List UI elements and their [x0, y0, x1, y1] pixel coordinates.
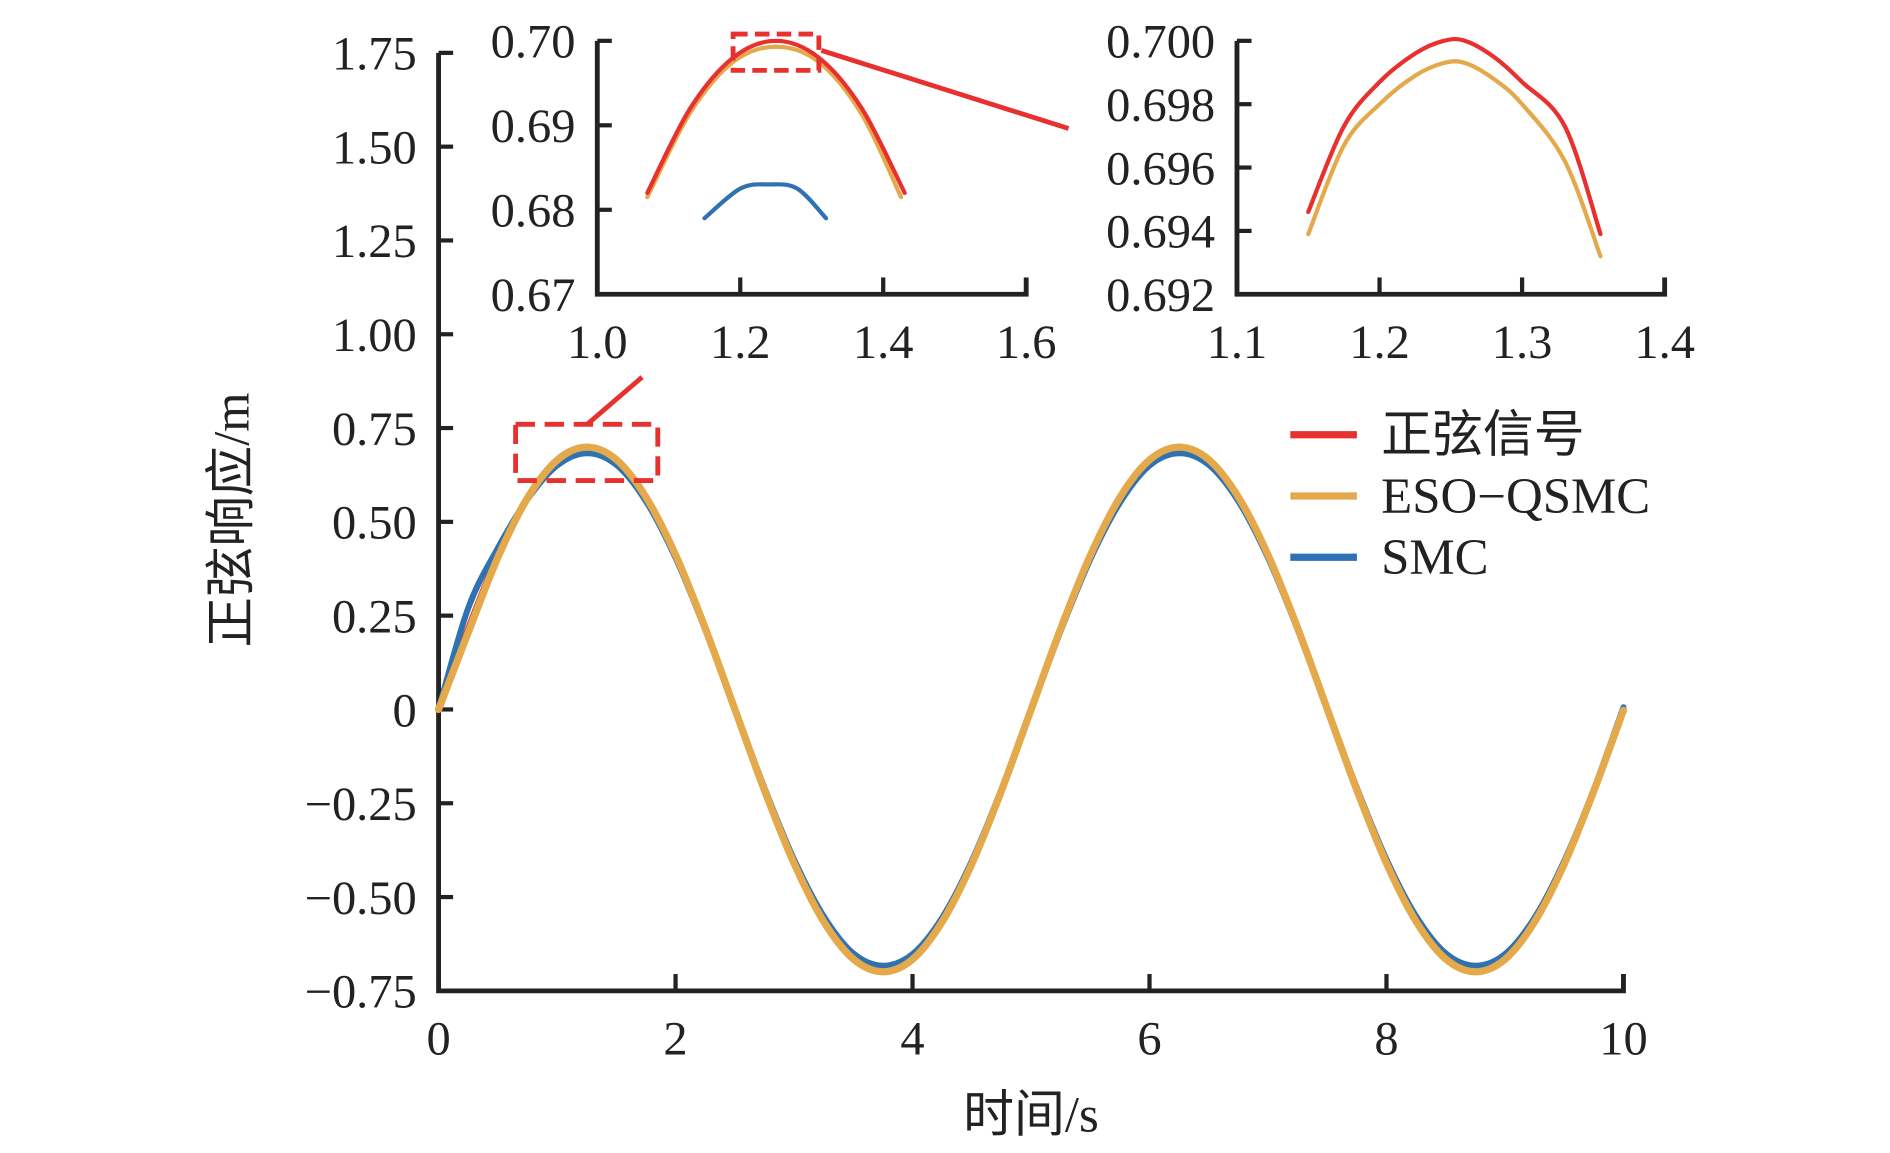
x-tick-label: 1.6 [996, 316, 1057, 369]
y-tick-label: −0.25 [305, 778, 417, 831]
x-tick-label: 1.4 [1634, 316, 1695, 369]
y-tick-label: 1.00 [332, 309, 417, 362]
main-plot: 0 2 4 6 8 10 −0.75 −0.50 −0.25 0 0.25 0.50 0.75 1.00 1… [305, 28, 1648, 1066]
x-tick-label: 1.1 [1207, 316, 1268, 369]
zoom-box-main [513, 421, 661, 483]
y-tick-label: −0.50 [305, 872, 417, 925]
y-axis-label: 正弦响应/m [203, 393, 259, 648]
y-tick-label: −0.75 [305, 966, 417, 1019]
zoom-connector-main [586, 375, 644, 426]
x-tick-label: 1.0 [567, 316, 628, 369]
x-tick-label: 10 [1599, 1013, 1647, 1066]
y-tick-label: 0.70 [491, 16, 576, 69]
zoom-box-inset [730, 31, 822, 73]
x-tick-label: 2 [663, 1013, 687, 1066]
zoom-connector-inset [820, 48, 1070, 131]
y-tick-label: 0.50 [332, 497, 417, 550]
series-line-1 [645, 44, 904, 200]
y-tick-label: 0.75 [332, 403, 417, 456]
series-line-1 [434, 443, 1628, 976]
x-axis-label: 时间/s [963, 1087, 1099, 1143]
inset-plot-2: 1.1 1.2 1.3 1.4 0.692 0.694 0.696 0.698 0.700 [1106, 16, 1695, 369]
series-line-2 [702, 182, 829, 221]
x-tick-label: 6 [1137, 1013, 1161, 1066]
x-tick-label: 1.4 [853, 316, 914, 369]
y-tick-label: 0.69 [491, 100, 576, 153]
x-tick-label: 4 [900, 1013, 924, 1066]
x-tick-label: 1.2 [710, 316, 771, 369]
y-tick-label: 0.692 [1106, 269, 1215, 322]
y-tick-label: 0.68 [491, 185, 576, 238]
y-tick-label: 0.694 [1106, 206, 1215, 259]
series-line-0 [1306, 36, 1603, 237]
x-tick-label: 0 [426, 1013, 450, 1066]
legend-label: 正弦信号 [1381, 407, 1585, 463]
series-line-0 [645, 38, 907, 195]
x-tick-label: 1.3 [1492, 316, 1553, 369]
y-tick-label: 0.696 [1106, 143, 1215, 196]
x-tick-label: 8 [1374, 1013, 1398, 1066]
y-tick-label: 0 [393, 684, 417, 737]
series-line-1 [1306, 59, 1603, 259]
legend-label: ESO−QSMC [1381, 468, 1650, 524]
inset-plot-1: 1.0 1.2 1.4 1.6 0.67 0.68 0.69 0.70 [491, 16, 1057, 369]
y-tick-label: 1.50 [332, 122, 417, 175]
y-tick-label: 1.25 [332, 215, 417, 268]
zoom-indicators [513, 31, 1070, 483]
y-tick-label: 1.75 [332, 28, 417, 81]
y-tick-label: 0.67 [491, 269, 576, 322]
y-tick-label: 0.25 [332, 591, 417, 644]
y-tick-label: 0.700 [1106, 16, 1215, 69]
x-tick-label: 1.2 [1349, 316, 1410, 369]
y-tick-label: 0.698 [1106, 79, 1215, 132]
legend-label: SMC [1381, 529, 1488, 585]
